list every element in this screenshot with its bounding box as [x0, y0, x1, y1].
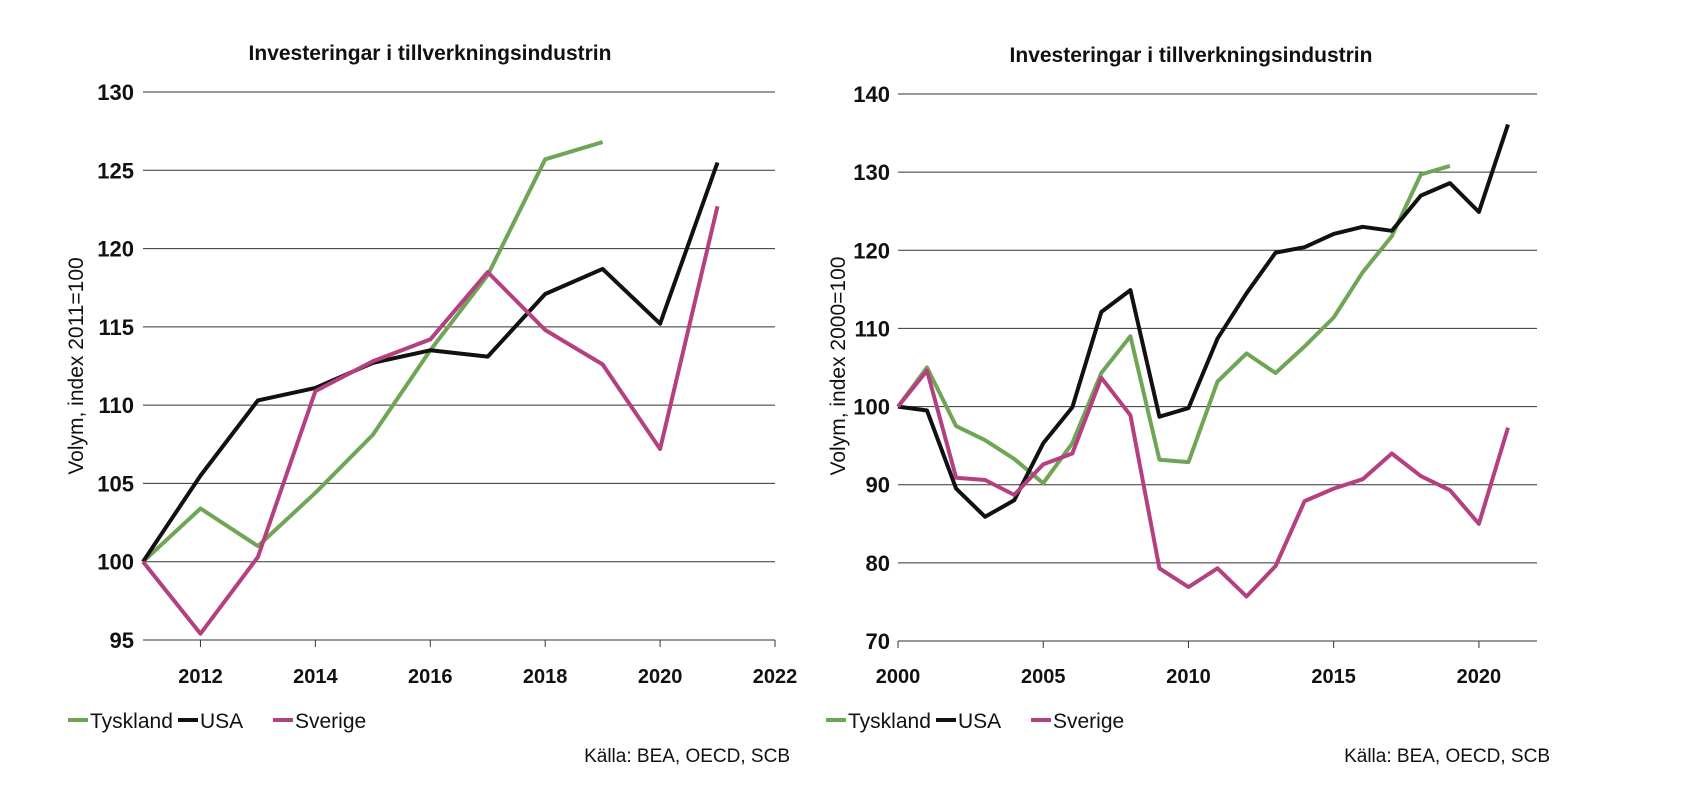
y-tick-label: 70 [866, 629, 890, 654]
y-tick-label: 125 [97, 158, 134, 183]
legend-label-usa: USA [200, 710, 243, 733]
series-line-sverige [141, 205, 720, 636]
legend-label-sverige: Sverige [1053, 710, 1124, 733]
y-tick-label: 140 [853, 82, 890, 107]
source-note: Källa: BEA, OECD, SCB [584, 746, 790, 767]
y-tick-label: 90 [866, 473, 890, 498]
y-tick-label: 105 [97, 471, 134, 496]
chart-title: Investeringar i tillverkningsindustrin [249, 42, 612, 65]
x-tick-label: 2016 [408, 666, 453, 688]
series-line-tyskland [896, 163, 1451, 486]
x-tick-label: 2022 [753, 666, 798, 688]
x-tick-label: 2012 [178, 666, 223, 688]
legend-label-tyskland: Tyskland [90, 710, 173, 733]
y-axis-label: Volym, index 2011=100 [65, 257, 88, 474]
x-tick-label: 2005 [1021, 666, 1066, 688]
series-line-tyskland [141, 140, 604, 564]
x-tick-label: 2014 [293, 666, 338, 688]
y-tick-label: 100 [853, 395, 890, 420]
series-line-usa [897, 123, 1510, 519]
y-tick-label: 130 [853, 160, 890, 185]
y-axis-label: Volym, index 2000=100 [827, 257, 850, 476]
y-tick-label: 80 [866, 551, 890, 576]
y-tick-label: 130 [97, 80, 134, 105]
x-tick-label: 2018 [523, 666, 568, 688]
y-tick-label: 110 [99, 393, 135, 418]
right-chart: Investeringar i tillverkningsindustrin 70… [826, 44, 1550, 767]
y-tick-label: 115 [99, 315, 135, 340]
x-tick-label: 2015 [1311, 666, 1356, 688]
source-note: Källa: BEA, OECD, SCB [1344, 746, 1550, 767]
x-tick-label: 2000 [876, 666, 921, 688]
series-line-usa [141, 161, 720, 563]
legend-label-usa: USA [958, 710, 1001, 733]
x-tick-label: 2010 [1166, 666, 1211, 688]
y-tick-label: 100 [97, 550, 134, 575]
chart-title: Investeringar i tillverkningsindustrin [1010, 44, 1373, 67]
left-chart: Investeringar i tillverkningsindustrin 95… [65, 42, 797, 767]
y-tick-label: 120 [853, 238, 890, 263]
y-tick-label: 110 [855, 316, 891, 341]
legend-label-sverige: Sverige [295, 710, 366, 733]
y-tick-label: 95 [110, 628, 134, 653]
x-tick-label: 2020 [638, 666, 683, 688]
y-tick-label: 120 [97, 237, 134, 262]
series-line-sverige [896, 368, 1510, 599]
legend-label-tyskland: Tyskland [848, 710, 931, 733]
x-tick-label: 2020 [1457, 666, 1502, 688]
